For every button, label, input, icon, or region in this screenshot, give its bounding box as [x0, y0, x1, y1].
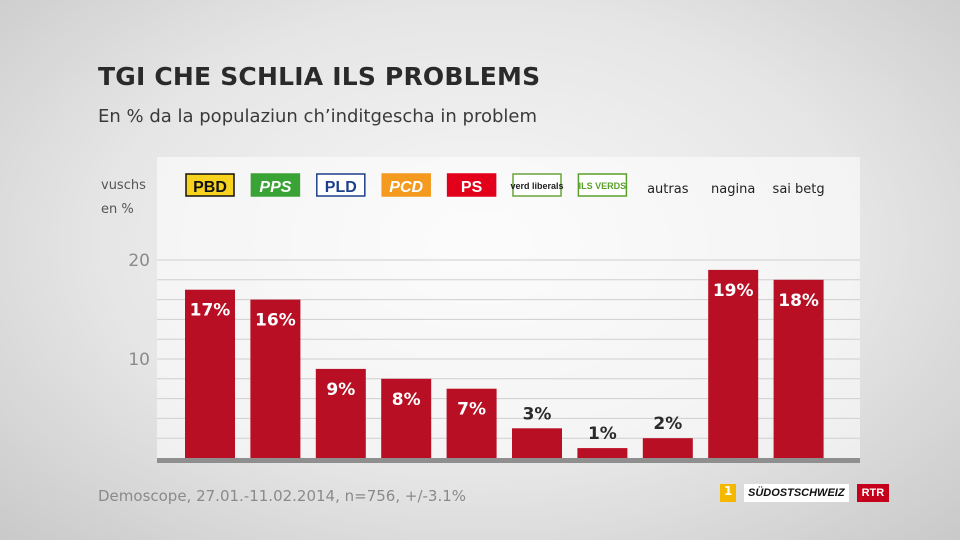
- data-label: 19%: [713, 281, 754, 301]
- party-logo-badge: [577, 173, 628, 197]
- data-label: 7%: [457, 400, 486, 420]
- bar: [708, 269, 759, 458]
- category-label: PS: [461, 179, 483, 196]
- category-label: PLD: [325, 179, 357, 196]
- category-label: PPS: [259, 179, 291, 196]
- broadcaster-logos: 1 SÜDOSTSCHWEIZ RTR: [720, 484, 890, 502]
- category-label: PCD: [389, 179, 423, 196]
- x-axis-line: [157, 458, 860, 463]
- category-label: nagina: [711, 182, 755, 197]
- data-label: 17%: [190, 301, 231, 321]
- bar: [381, 378, 432, 458]
- bar: [446, 388, 497, 458]
- bar: [512, 428, 562, 458]
- party-logo-badge: [512, 173, 562, 197]
- data-label: 18%: [778, 291, 819, 311]
- data-label: 9%: [326, 380, 355, 400]
- party-logo-badge: [316, 173, 366, 197]
- category-label: ILS VERDS: [579, 181, 627, 191]
- y-axis-label: vuschs: [101, 178, 146, 193]
- bar: [577, 448, 628, 458]
- rtr-logo: RTR: [856, 484, 890, 502]
- party-logo-badge: [250, 173, 301, 197]
- category-label: PBD: [193, 179, 227, 196]
- suedostschweiz-logo: SÜDOSTSCHWEIZ: [744, 484, 849, 502]
- data-label: 3%: [523, 404, 552, 424]
- source-note: Demoscope, 27.01.-11.02.2014, n=756, +/-…: [98, 487, 467, 505]
- category-label: sai betg: [773, 182, 825, 197]
- bar: [185, 289, 235, 458]
- bar: [642, 438, 693, 458]
- party-logo-badge: [381, 173, 431, 197]
- bar: [315, 368, 366, 458]
- data-label: 2%: [653, 414, 682, 434]
- y-tick-label: 10: [128, 350, 150, 370]
- data-label: 1%: [588, 424, 617, 444]
- y-tick-label: 20: [128, 251, 150, 271]
- party-logo-badge: [446, 173, 497, 197]
- data-label: 8%: [392, 390, 421, 410]
- category-label: autras: [647, 182, 689, 197]
- chart-title: TGI CHE SCHLIA ILS PROBLEMS: [98, 62, 541, 91]
- category-label: verd liberals: [510, 181, 563, 191]
- y-axis-label: en %: [101, 202, 134, 217]
- tv-logo-icon: 1: [720, 484, 736, 502]
- bar: [250, 299, 301, 458]
- data-label: 16%: [255, 311, 296, 331]
- bar: [773, 279, 824, 458]
- party-logo-badge: [185, 173, 235, 197]
- chart-subtitle: En % da la populaziun ch’inditgescha in …: [98, 106, 538, 127]
